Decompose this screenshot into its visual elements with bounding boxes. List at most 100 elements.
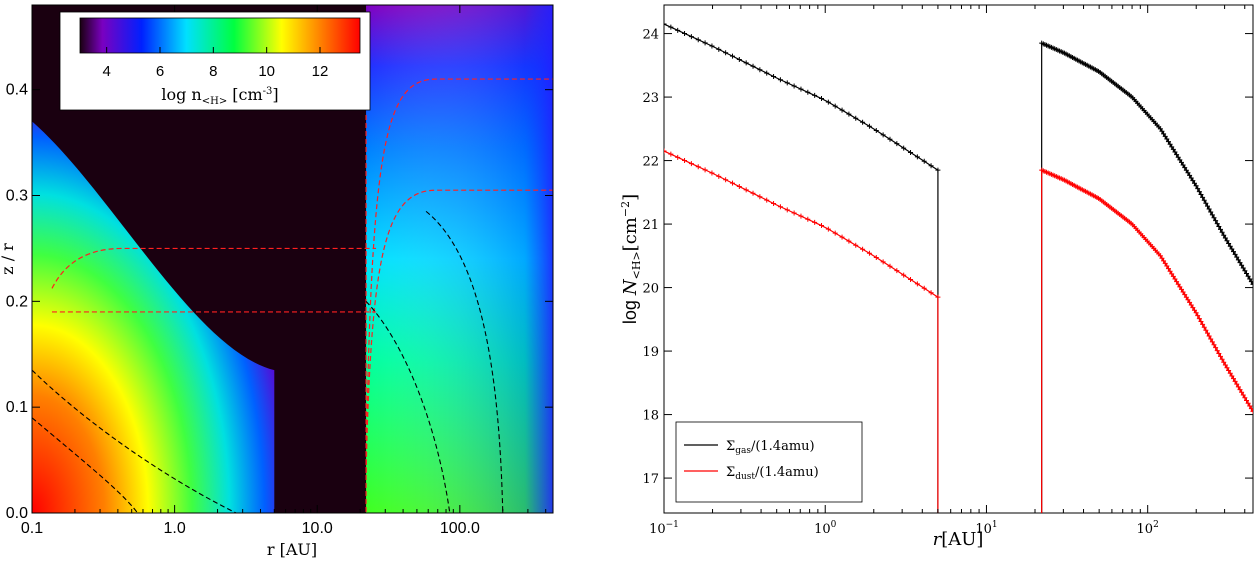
data-point [873, 254, 879, 260]
data-point [1214, 348, 1220, 354]
data-point [743, 187, 749, 193]
density-contours [32, 78, 553, 513]
data-point [901, 145, 907, 151]
data-point [764, 197, 770, 203]
data-point [832, 103, 838, 109]
contour-black-inner [32, 369, 237, 513]
data-point [1229, 246, 1235, 252]
data-point [887, 136, 893, 142]
data-point [1162, 260, 1168, 266]
x-tick-label: 10−1 [649, 520, 679, 537]
data-point [1167, 141, 1173, 147]
data-point [716, 173, 722, 179]
y-tick-label: 19 [642, 345, 659, 360]
data-point [1191, 307, 1197, 313]
data-point [1190, 178, 1196, 184]
data-point [1174, 279, 1180, 285]
data-point [1164, 136, 1170, 142]
data-point [1200, 194, 1206, 200]
contour-red-outer [365, 78, 553, 474]
data-point [819, 223, 825, 229]
data-point [664, 148, 667, 154]
data-point [873, 127, 879, 133]
data-point [784, 207, 790, 213]
data-point [1219, 229, 1225, 235]
x-tick-label: 101 [975, 520, 997, 537]
data-point [1196, 189, 1202, 195]
data-point [832, 230, 838, 236]
data-point [1162, 133, 1168, 139]
data-point [1229, 373, 1235, 379]
data-point [1204, 203, 1210, 209]
y-tick-label: 23 [642, 91, 659, 106]
data-point [1227, 243, 1233, 249]
data-point [1208, 209, 1214, 215]
left-x-axis-label: r [AU] [267, 540, 317, 559]
data-point [729, 180, 735, 186]
data-point [1193, 183, 1199, 189]
y-tick-label: 17 [642, 472, 659, 487]
data-point [764, 70, 770, 76]
data-point [1242, 395, 1248, 401]
data-point [1159, 128, 1165, 134]
data-point [1232, 251, 1238, 257]
data-point [771, 73, 777, 79]
left-axis-ticks: 0.1 1.0 10.0 100.00.00.10.20.30.4 [6, 5, 553, 537]
data-point [921, 285, 927, 291]
data-point [1211, 342, 1217, 348]
data-point [1222, 362, 1228, 368]
data-point [668, 151, 674, 157]
data-point [1217, 353, 1223, 359]
data-point [1219, 356, 1225, 362]
data-point [757, 194, 763, 200]
data-point [1245, 400, 1251, 406]
data-point [695, 164, 701, 170]
y-tick-label: 0.3 [6, 188, 28, 205]
data-point [1211, 215, 1217, 221]
data-point [1177, 284, 1183, 290]
data-point [1180, 289, 1186, 295]
data-point [723, 50, 729, 56]
colorbar-label: log n<H> [cm-3] [161, 85, 278, 107]
colorbar-tick-label: 10 [258, 63, 275, 80]
data-point [1183, 167, 1189, 173]
right-axis-ticks: 10−1 100 101 102 17 18 19 20 21 22 23 24 [642, 5, 1253, 537]
data-point [1232, 378, 1238, 384]
data-point [784, 80, 790, 86]
data-point [1175, 154, 1181, 160]
data-point [928, 163, 934, 169]
legend-box [675, 421, 863, 503]
data-point [716, 46, 722, 52]
data-point [1235, 257, 1241, 263]
data-point [846, 111, 852, 117]
data-point [791, 83, 797, 89]
data-point [1191, 180, 1197, 186]
column-density-series [664, 21, 1253, 513]
data-point [1237, 260, 1243, 266]
data-point [1203, 200, 1209, 206]
data-point [1234, 254, 1240, 260]
data-point [668, 24, 674, 30]
data-point [736, 57, 742, 63]
legend-label-gas: Σgas/(1.4amu) [726, 439, 815, 456]
data-point [743, 60, 749, 66]
y-tick-label: 0.2 [6, 293, 28, 310]
data-point [839, 234, 845, 240]
inner-disk-density [32, 121, 275, 513]
data-point [1247, 276, 1253, 282]
data-point [1227, 370, 1233, 376]
data-point [1221, 232, 1227, 238]
data-point [1198, 191, 1204, 197]
data-point [1206, 206, 1212, 212]
data-point [1240, 265, 1246, 271]
colorbar-tick-label: 6 [156, 63, 164, 80]
y-tick-label: 24 [642, 28, 659, 43]
data-point [736, 184, 742, 190]
data-point [866, 250, 872, 256]
data-point [723, 177, 729, 183]
data-point [1234, 381, 1240, 387]
data-point [1250, 281, 1253, 287]
data-point [1182, 292, 1188, 298]
y-tick-label: 18 [642, 409, 659, 424]
data-point [1224, 238, 1230, 244]
